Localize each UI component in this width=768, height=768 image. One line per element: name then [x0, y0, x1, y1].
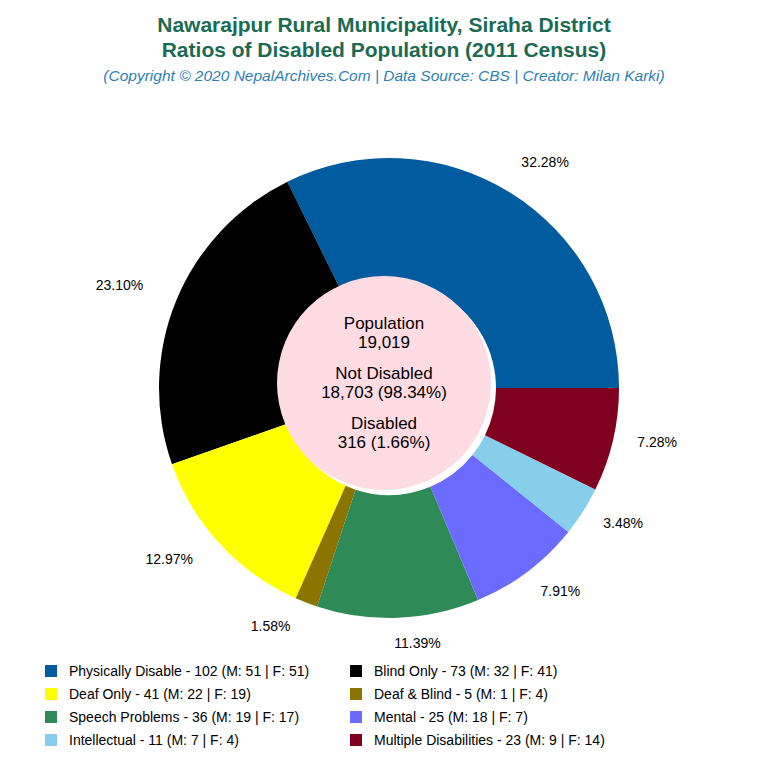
svg-text:3.48%: 3.48% — [603, 515, 643, 531]
html-text:Multiple Disabilities - 23 (M:: Multiple Disabilities - 23 (M: 9 | F: 14… — [374, 731, 605, 748]
html-text:316 (1.66%): 316 (1.66%) — [337, 433, 431, 452]
svg-text:1.58%: 1.58% — [251, 618, 291, 634]
svg-text:7.91%: 7.91% — [541, 583, 581, 599]
html-text:Intellectual - 11 (M: 7 | F: 4: Intellectual - 11 (M: 7 | F: 4) — [69, 731, 239, 748]
svg-text:32.28%: 32.28% — [521, 154, 568, 170]
svg-text:11.39%: 11.39% — [394, 635, 440, 651]
html-text:18,703 (98.34%): 18,703 (98.34%) — [321, 383, 447, 402]
html-text:Disabled: Disabled — [350, 414, 418, 433]
html-text:Nawarajpur Rural Municipality,: Nawarajpur Rural Municipality, Siraha Di… — [157, 13, 611, 36]
html-text:Ratios of Disabled Population: Ratios of Disabled Population (2011 Cens… — [161, 38, 607, 61]
html-text:Not Disabled: Not Disabled — [335, 364, 433, 383]
html-text:Mental - 25 (M: 18 | F: 7): Mental - 25 (M: 18 | F: 7) — [374, 708, 528, 725]
svg-text:7.28%: 7.28% — [637, 434, 677, 450]
html-text:(Copyright © 2020 NepalArchive: (Copyright © 2020 NepalArchives.Com | Da… — [103, 67, 665, 84]
html-text:19,019: 19,019 — [358, 333, 410, 352]
html-text:Deaf & Blind - 5 (M: 1 | F: 4): Deaf & Blind - 5 (M: 1 | F: 4) — [374, 685, 548, 702]
html-text:Population: Population — [343, 314, 425, 333]
svg-text:23.10%: 23.10% — [96, 277, 143, 293]
svg-text:12.97%: 12.97% — [146, 551, 193, 567]
html-text:Speech Problems - 36 (M: 19 |: Speech Problems - 36 (M: 19 | F: 17) — [69, 708, 300, 725]
html-text:Deaf Only - 41 (M: 22 | F: 19): Deaf Only - 41 (M: 22 | F: 19) — [69, 685, 251, 702]
html-text:Blind Only - 73 (M: 32 | F: 41: Blind Only - 73 (M: 32 | F: 41) — [374, 662, 558, 679]
html-text:Physically Disable - 102 (M: 5: Physically Disable - 102 (M: 51 | F: 51) — [69, 662, 310, 679]
